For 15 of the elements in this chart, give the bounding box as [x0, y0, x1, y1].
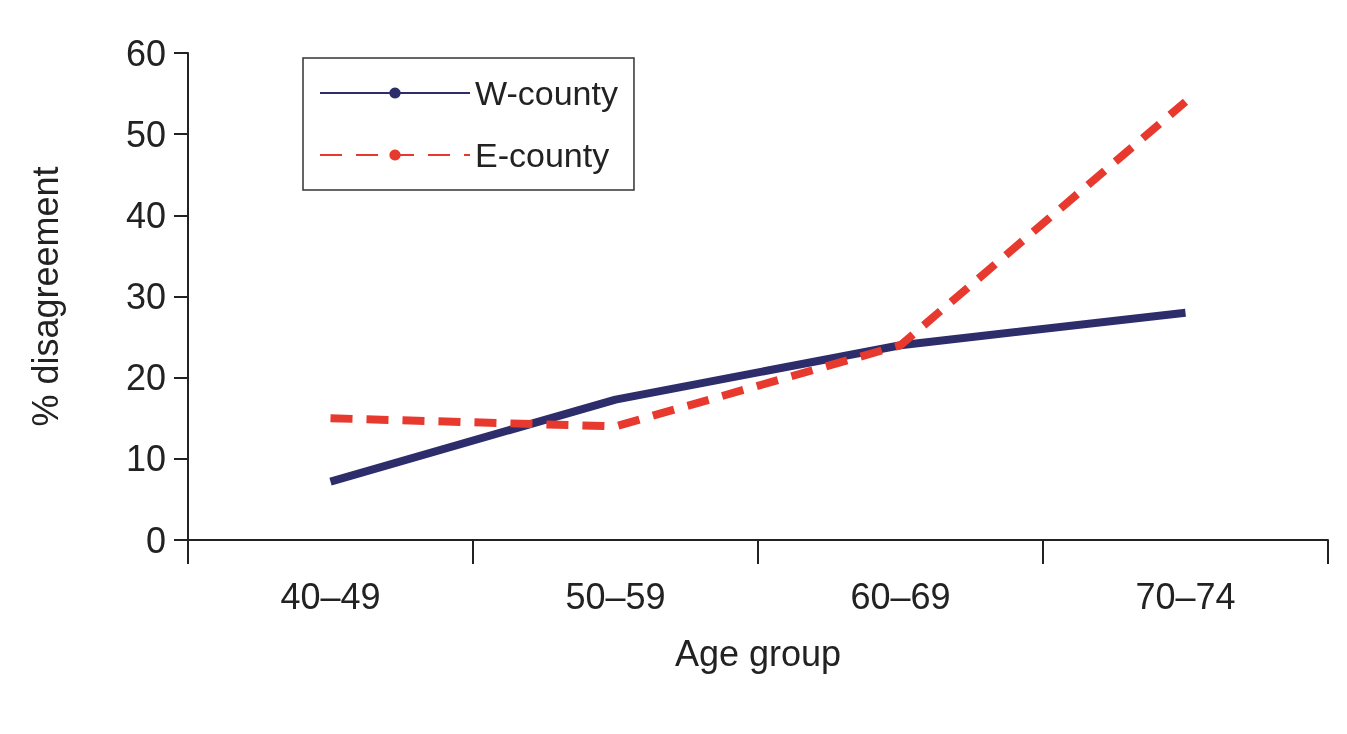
y-tick-label: 50 [125, 113, 166, 155]
x-axis-title: Age group [674, 632, 842, 674]
legend-label: E-county [475, 136, 610, 174]
y-tick-label: 30 [125, 276, 166, 317]
x-tick-label: 50–59 [565, 575, 666, 617]
y-tick-label: 0 [145, 519, 166, 561]
y-tick-label: 60 [125, 32, 166, 74]
x-tick-label: 60–69 [850, 575, 951, 617]
y-tick-label: 10 [125, 438, 166, 480]
legend-label: W-county [475, 74, 618, 112]
y-axis-title: % disagreement [24, 166, 66, 427]
x-tick-label: 40–49 [280, 575, 381, 617]
y-tick-label: 40 [125, 194, 166, 236]
x-tick-label: 70–74 [1135, 575, 1236, 617]
y-tick-label: 20 [125, 357, 166, 399]
